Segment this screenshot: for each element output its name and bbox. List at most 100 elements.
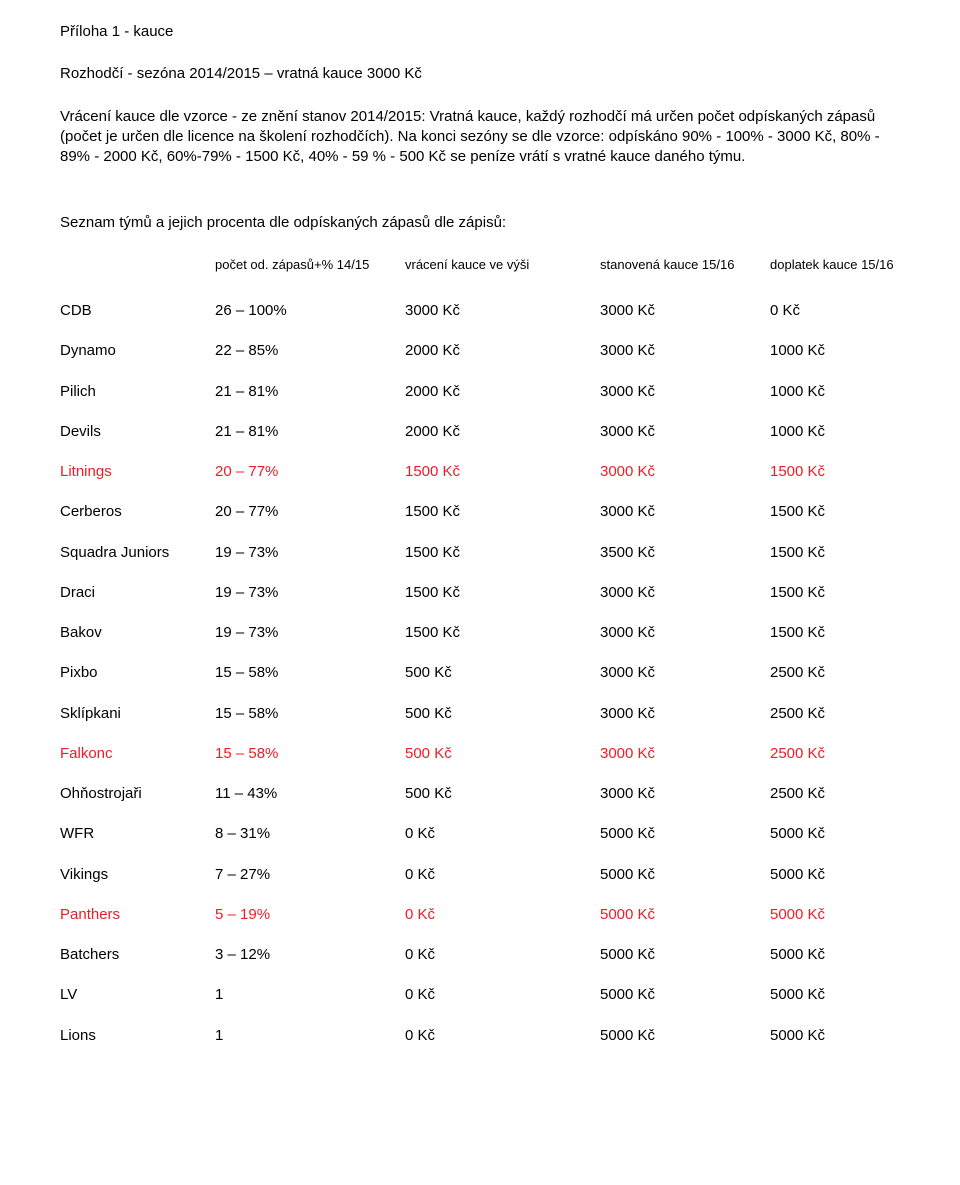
paragraph-subtitle: Rozhodčí - sezóna 2014/2015 – vratná kau… bbox=[60, 64, 900, 84]
table-row: Litnings20 – 77%1500 Kč3000 Kč1500 Kč bbox=[60, 452, 900, 492]
cell-count: 1 bbox=[215, 975, 405, 1015]
cell-surcharge: 0 Kč bbox=[770, 291, 900, 331]
table-row: WFR8 – 31%0 Kč5000 Kč5000 Kč bbox=[60, 814, 900, 854]
cell-team: Cerberos bbox=[60, 492, 215, 532]
cell-team: Bakov bbox=[60, 613, 215, 653]
page-title: Příloha 1 - kauce bbox=[60, 22, 900, 42]
cell-count: 8 – 31% bbox=[215, 814, 405, 854]
cell-refund: 2000 Kč bbox=[405, 412, 600, 452]
table-header-surcharge: doplatek kauce 15/16 bbox=[770, 256, 900, 292]
cell-refund: 500 Kč bbox=[405, 653, 600, 693]
cell-refund: 500 Kč bbox=[405, 694, 600, 734]
cell-set: 3000 Kč bbox=[600, 492, 770, 532]
table-row: Vikings7 – 27%0 Kč5000 Kč5000 Kč bbox=[60, 855, 900, 895]
table-row: Bakov19 – 73%1500 Kč3000 Kč1500 Kč bbox=[60, 613, 900, 653]
cell-count: 21 – 81% bbox=[215, 412, 405, 452]
cell-set: 3000 Kč bbox=[600, 331, 770, 371]
cell-set: 3500 Kč bbox=[600, 533, 770, 573]
table-row: Sklípkani15 – 58%500 Kč3000 Kč2500 Kč bbox=[60, 694, 900, 734]
table-row: Lions10 Kč5000 Kč5000 Kč bbox=[60, 1016, 900, 1056]
cell-team: Pixbo bbox=[60, 653, 215, 693]
table-header-row: počet od. zápasů+% 14/15 vrácení kauce v… bbox=[60, 256, 900, 292]
cell-count: 5 – 19% bbox=[215, 895, 405, 935]
table-header-set: stanovená kauce 15/16 bbox=[600, 256, 770, 292]
cell-team: Squadra Juniors bbox=[60, 533, 215, 573]
cell-set: 5000 Kč bbox=[600, 855, 770, 895]
cell-surcharge: 5000 Kč bbox=[770, 814, 900, 854]
cell-team: WFR bbox=[60, 814, 215, 854]
cell-count: 19 – 73% bbox=[215, 533, 405, 573]
table-row: Dynamo22 – 85%2000 Kč3000 Kč1000 Kč bbox=[60, 331, 900, 371]
cell-team: Pilich bbox=[60, 372, 215, 412]
table-row: Pilich21 – 81%2000 Kč3000 Kč1000 Kč bbox=[60, 372, 900, 412]
table-row: Pixbo15 – 58%500 Kč3000 Kč2500 Kč bbox=[60, 653, 900, 693]
cell-set: 5000 Kč bbox=[600, 935, 770, 975]
table-row: Falkonc15 – 58%500 Kč3000 Kč2500 Kč bbox=[60, 734, 900, 774]
cell-surcharge: 1500 Kč bbox=[770, 452, 900, 492]
cell-surcharge: 5000 Kč bbox=[770, 895, 900, 935]
cell-set: 3000 Kč bbox=[600, 412, 770, 452]
cell-surcharge: 1000 Kč bbox=[770, 331, 900, 371]
cell-team: Draci bbox=[60, 573, 215, 613]
teams-table: počet od. zápasů+% 14/15 vrácení kauce v… bbox=[60, 256, 900, 1056]
cell-count: 15 – 58% bbox=[215, 653, 405, 693]
cell-count: 19 – 73% bbox=[215, 613, 405, 653]
table-row: Squadra Juniors19 – 73%1500 Kč3500 Kč150… bbox=[60, 533, 900, 573]
table-row: Cerberos20 – 77%1500 Kč3000 Kč1500 Kč bbox=[60, 492, 900, 532]
cell-surcharge: 1500 Kč bbox=[770, 492, 900, 532]
cell-refund: 1500 Kč bbox=[405, 573, 600, 613]
cell-surcharge: 2500 Kč bbox=[770, 774, 900, 814]
cell-refund: 0 Kč bbox=[405, 975, 600, 1015]
cell-refund: 2000 Kč bbox=[405, 331, 600, 371]
cell-count: 22 – 85% bbox=[215, 331, 405, 371]
cell-refund: 0 Kč bbox=[405, 935, 600, 975]
cell-count: 15 – 58% bbox=[215, 694, 405, 734]
cell-count: 3 – 12% bbox=[215, 935, 405, 975]
cell-count: 7 – 27% bbox=[215, 855, 405, 895]
cell-team: CDB bbox=[60, 291, 215, 331]
cell-count: 20 – 77% bbox=[215, 452, 405, 492]
cell-team: Dynamo bbox=[60, 331, 215, 371]
cell-refund: 0 Kč bbox=[405, 895, 600, 935]
cell-team: Panthers bbox=[60, 895, 215, 935]
cell-refund: 0 Kč bbox=[405, 1016, 600, 1056]
cell-surcharge: 1500 Kč bbox=[770, 613, 900, 653]
table-row: Devils21 – 81%2000 Kč3000 Kč1000 Kč bbox=[60, 412, 900, 452]
table-header-refund: vrácení kauce ve výši bbox=[405, 256, 600, 292]
cell-set: 3000 Kč bbox=[600, 372, 770, 412]
cell-set: 5000 Kč bbox=[600, 975, 770, 1015]
cell-refund: 1500 Kč bbox=[405, 492, 600, 532]
cell-team: Vikings bbox=[60, 855, 215, 895]
cell-refund: 500 Kč bbox=[405, 734, 600, 774]
cell-team: Lions bbox=[60, 1016, 215, 1056]
cell-surcharge: 1000 Kč bbox=[770, 412, 900, 452]
table-row: CDB26 – 100%3000 Kč3000 Kč0 Kč bbox=[60, 291, 900, 331]
cell-set: 3000 Kč bbox=[600, 613, 770, 653]
cell-surcharge: 1000 Kč bbox=[770, 372, 900, 412]
cell-refund: 1500 Kč bbox=[405, 533, 600, 573]
cell-team: Litnings bbox=[60, 452, 215, 492]
cell-set: 5000 Kč bbox=[600, 814, 770, 854]
cell-surcharge: 1500 Kč bbox=[770, 573, 900, 613]
cell-surcharge: 5000 Kč bbox=[770, 975, 900, 1015]
table-row: Ohňostrojaři11 – 43%500 Kč3000 Kč2500 Kč bbox=[60, 774, 900, 814]
cell-team: Sklípkani bbox=[60, 694, 215, 734]
table-header-team bbox=[60, 256, 215, 292]
cell-team: Batchers bbox=[60, 935, 215, 975]
cell-refund: 3000 Kč bbox=[405, 291, 600, 331]
cell-set: 3000 Kč bbox=[600, 291, 770, 331]
cell-surcharge: 2500 Kč bbox=[770, 734, 900, 774]
cell-count: 21 – 81% bbox=[215, 372, 405, 412]
cell-team: Devils bbox=[60, 412, 215, 452]
cell-surcharge: 5000 Kč bbox=[770, 1016, 900, 1056]
cell-refund: 2000 Kč bbox=[405, 372, 600, 412]
cell-set: 3000 Kč bbox=[600, 774, 770, 814]
cell-set: 3000 Kč bbox=[600, 452, 770, 492]
cell-refund: 1500 Kč bbox=[405, 613, 600, 653]
table-row: LV10 Kč5000 Kč5000 Kč bbox=[60, 975, 900, 1015]
cell-set: 3000 Kč bbox=[600, 694, 770, 734]
cell-set: 5000 Kč bbox=[600, 895, 770, 935]
cell-team: LV bbox=[60, 975, 215, 1015]
cell-set: 3000 Kč bbox=[600, 573, 770, 613]
cell-set: 3000 Kč bbox=[600, 653, 770, 693]
